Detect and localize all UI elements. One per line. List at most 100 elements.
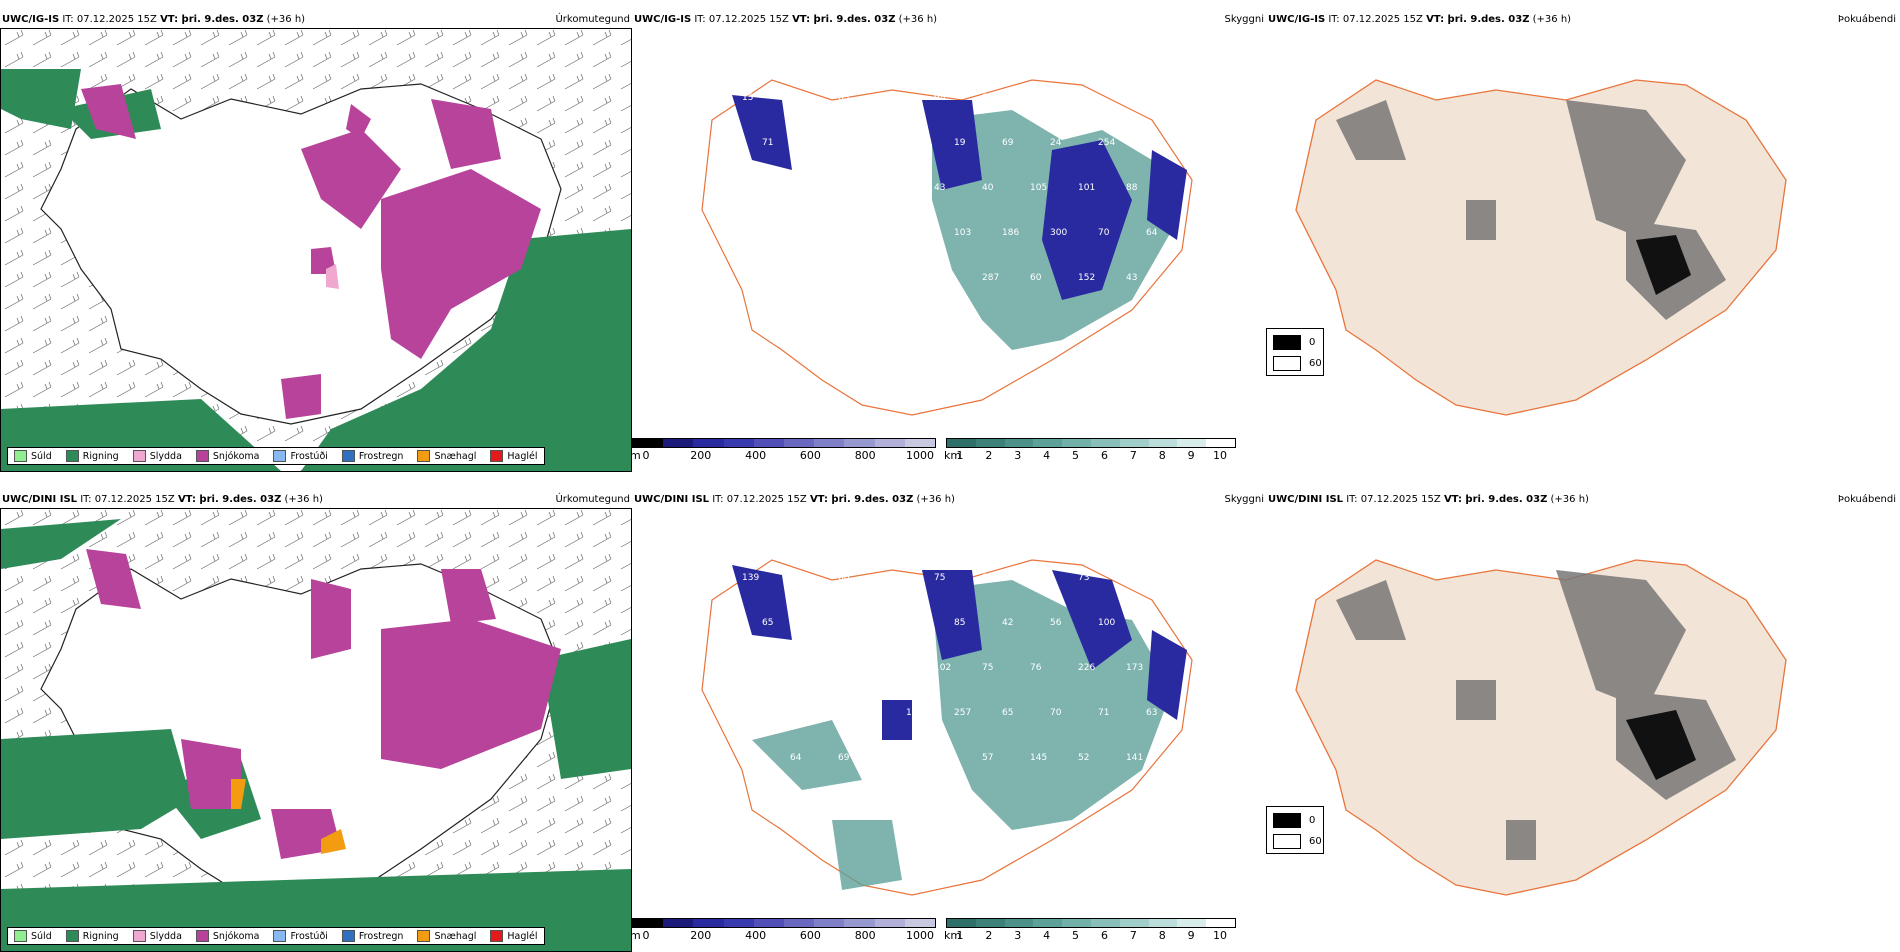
rain-area bbox=[1, 519, 631, 951]
visibility-value-label: 105 bbox=[1030, 183, 1047, 193]
visibility-value-label: 86 bbox=[906, 618, 918, 628]
row1-precip-type-label: Úrkomutegund bbox=[555, 14, 630, 25]
colorbar-tick-label: 200 bbox=[690, 449, 712, 462]
colorbar-tick-label: 200 bbox=[690, 929, 712, 942]
visibility-value-label: 96 bbox=[742, 183, 754, 193]
cloud-base-area bbox=[732, 95, 1187, 300]
fog-shading bbox=[1336, 570, 1736, 860]
row1-visibility-colorbar: 1 2 3 4 5 6 7 8 9 10 km bbox=[944, 438, 1236, 462]
visibility-value-label: 64 bbox=[1146, 228, 1158, 238]
colorbar-segment bbox=[1004, 439, 1034, 447]
row1-fog-label: Þokuábendi bbox=[1837, 14, 1896, 25]
row2-precip-map: Súld Rigning Slydda Snjókoma Frostúði Fr… bbox=[0, 508, 632, 952]
legend-item-slydda: Slydda bbox=[132, 930, 182, 942]
visibility-value-label: 135 bbox=[858, 708, 875, 718]
row1-cloud-map: 15 61 63 102 98 88 62 73 54 71 82 44 67 19 69 24 254 173 9… bbox=[701, 79, 1193, 416]
visibility-value-label: 85 bbox=[742, 753, 753, 763]
visibility-value-label: 64 bbox=[858, 618, 870, 628]
visibility-value-label: 102 bbox=[934, 663, 951, 673]
colorbar-segment bbox=[1033, 439, 1063, 447]
colorbar-segment bbox=[663, 919, 694, 927]
visibility-value-label: 343 bbox=[886, 273, 903, 283]
colorbar-tick-label: 5 bbox=[1072, 449, 1080, 462]
visibility-value-label: 15 bbox=[742, 93, 753, 103]
legend-item-sudl: Súld bbox=[14, 930, 52, 942]
colorbar-tick-label: 1000 bbox=[906, 929, 934, 942]
visibility-value-label: 44 bbox=[838, 663, 850, 673]
colorbar-segment bbox=[975, 439, 1005, 447]
colorbar-tick-label: 10 bbox=[1213, 449, 1227, 462]
row2-precip-legend: Súld Rigning Slydda Snjókoma Frostúði Fr… bbox=[7, 927, 545, 945]
visibility-area bbox=[752, 580, 1172, 890]
visibility-value-label: 70 bbox=[1050, 708, 1062, 718]
visibility-value-label: 88 bbox=[982, 93, 994, 103]
colorbar-segment bbox=[784, 439, 815, 447]
visibility-value-label: 243 bbox=[906, 228, 923, 238]
row1-precip-map: Súld Rigning Slydda Snjókoma Frostúði Fr… bbox=[0, 28, 632, 472]
visibility-value-label: 88 bbox=[1126, 183, 1138, 193]
legend-item-rigning: Rigning bbox=[65, 450, 119, 462]
visibility-value-label: 70 bbox=[810, 618, 822, 628]
visibility-value-label: 257 bbox=[810, 228, 827, 238]
colorbar-tick-label: 1 bbox=[956, 929, 964, 942]
colorbar-segment bbox=[874, 919, 905, 927]
colorbar-segment bbox=[1004, 919, 1034, 927]
visibility-value-label: 85 bbox=[954, 618, 965, 628]
visibility-value-label: 61 bbox=[790, 93, 801, 103]
visibility-value-label: 254 bbox=[1098, 138, 1115, 148]
visibility-value-label: 98 bbox=[762, 798, 774, 808]
colorbar-segment bbox=[1090, 919, 1120, 927]
ice-pellet-area bbox=[231, 779, 346, 854]
legend-item-sudl: Súld bbox=[14, 450, 52, 462]
visibility-value-label: 105 bbox=[906, 708, 923, 718]
visibility-value-label: 102 bbox=[886, 93, 903, 103]
visibility-value-label: 78 bbox=[1030, 573, 1042, 583]
rain-area bbox=[1, 69, 631, 471]
colorbar-tick-label: 4 bbox=[1043, 929, 1051, 942]
colorbar-tick-label: 7 bbox=[1129, 449, 1137, 462]
colorbar-segment bbox=[1148, 439, 1178, 447]
colorbar-tick-label: 9 bbox=[1187, 449, 1195, 462]
legend-item-frostregn: Frostregn bbox=[341, 450, 403, 462]
colorbar-segment bbox=[814, 919, 845, 927]
colorbar-segment bbox=[633, 439, 664, 447]
visibility-value-label: 87 bbox=[858, 228, 869, 238]
colorbar-tick-label: 600 bbox=[799, 449, 821, 462]
visibility-value-label: 60 bbox=[954, 318, 966, 328]
row1-cloudbase-colorbar: 0 200 400 600 800 1000 m bbox=[630, 438, 936, 462]
fog-dense bbox=[1626, 710, 1696, 780]
row1-cloud-title: UWC/IG-IS IT: 07.12.2025 15Z VT: þri. 9.… bbox=[634, 14, 938, 25]
row1-fog-title: UWC/IG-IS IT: 07.12.2025 15Z VT: þri. 9.… bbox=[1268, 14, 1572, 25]
visibility-value-label: 63 bbox=[858, 318, 869, 328]
colorbar-tick-label: 2 bbox=[985, 449, 993, 462]
colorbar-tick-label: 400 bbox=[745, 929, 767, 942]
colorbar-tick-label: 4 bbox=[1043, 449, 1051, 462]
row1-precip-title: UWC/IG-IS IT: 07.12.2025 15Z VT: þri. 9.… bbox=[2, 14, 306, 25]
visibility-value-label: 101 bbox=[1078, 183, 1095, 193]
visibility-value-label: 69 bbox=[838, 753, 850, 763]
visibility-value-label: 64 bbox=[790, 753, 802, 763]
colorbar-segment bbox=[1206, 919, 1235, 927]
row2-precip-title: UWC/DINI ISL IT: 07.12.2025 15Z VT: þri.… bbox=[2, 494, 323, 505]
colorbar-tick-label: 0 bbox=[642, 449, 650, 462]
visibility-value-label: 152 bbox=[1078, 273, 1095, 283]
colorbar-tick-label: 3 bbox=[1014, 449, 1022, 462]
row2-precip-type-label: Úrkomutegund bbox=[555, 494, 630, 505]
colorbar-segment bbox=[1062, 439, 1091, 447]
visibility-value-label: 62 bbox=[790, 573, 801, 583]
visibility-value-label: 13 bbox=[762, 318, 773, 328]
colorbar-tick-label: 10 bbox=[1213, 929, 1227, 942]
visibility-value-label: 98 bbox=[934, 93, 946, 103]
visibility-value-label: 24 bbox=[1050, 138, 1062, 148]
row2-visibility-colorbar: 1 2 3 4 5 6 7 8 9 10 km bbox=[944, 918, 1236, 942]
colorbar-segment bbox=[1062, 919, 1091, 927]
legend-item-snjokoma: Snjókoma bbox=[195, 450, 259, 462]
colorbar-segment bbox=[1033, 919, 1063, 927]
visibility-value-label: 425 bbox=[810, 798, 827, 808]
visibility-value-label: 145 bbox=[1030, 753, 1047, 763]
colorbar-tick-label: 800 bbox=[854, 449, 876, 462]
visibility-value-label: 139 bbox=[742, 573, 759, 583]
visibility-value-label: 91 bbox=[982, 573, 993, 583]
visibility-value-label: 84 bbox=[1126, 573, 1138, 583]
colorbar-segment bbox=[1090, 439, 1120, 447]
